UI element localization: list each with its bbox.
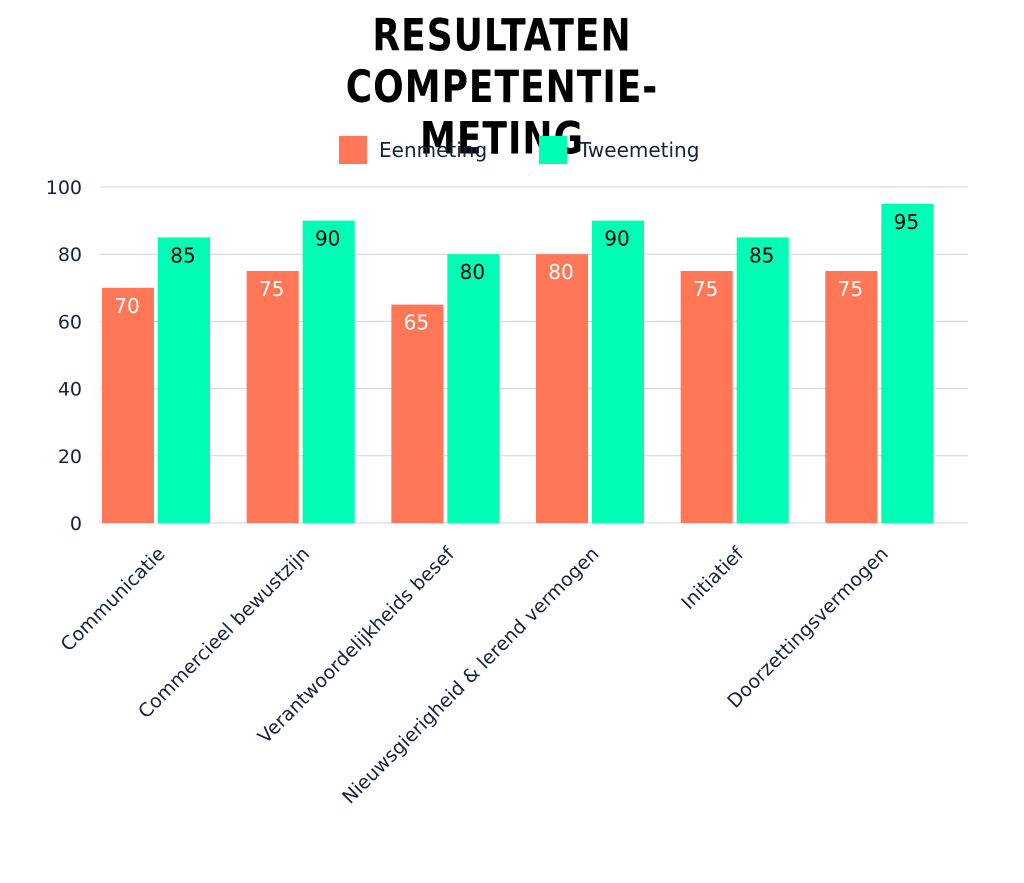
x-tick-label: Initiatief bbox=[677, 542, 749, 614]
y-tick-label: 0 bbox=[70, 513, 82, 535]
data-label-tweemeting: 90 bbox=[604, 227, 629, 251]
legend-swatch-tweemeting bbox=[539, 136, 567, 164]
data-label-tweemeting: 95 bbox=[894, 210, 919, 234]
data-label-tweemeting: 85 bbox=[170, 243, 195, 267]
data-labels: 70 85 75 90 65 80 80 90 75 85 75 95 bbox=[114, 210, 919, 335]
bar-tweemeting bbox=[302, 220, 355, 523]
bar-tweemeting bbox=[447, 254, 500, 523]
y-axis-ticks: 0 20 40 60 80 100 bbox=[46, 177, 82, 535]
bar-eenmeting bbox=[246, 271, 299, 523]
gridlines bbox=[100, 186, 968, 524]
bars bbox=[102, 203, 934, 524]
bar-tweemeting bbox=[881, 203, 934, 524]
data-label-tweemeting: 80 bbox=[460, 260, 485, 284]
bar-tweemeting bbox=[592, 220, 644, 523]
x-tick-label: Nieuwsgierigheid & lerend vermogen bbox=[338, 543, 603, 808]
bar-eenmeting bbox=[680, 271, 733, 523]
y-tick-label: 80 bbox=[58, 244, 82, 266]
y-tick-label: 60 bbox=[58, 311, 82, 333]
data-label-tweemeting: 90 bbox=[315, 227, 340, 251]
data-label-tweemeting: 85 bbox=[749, 243, 774, 267]
y-tick-label: 40 bbox=[58, 379, 82, 401]
data-label-eenmeting: 75 bbox=[693, 277, 718, 301]
legend-label-eenmeting: Eenmeting bbox=[379, 138, 487, 162]
bar-eenmeting bbox=[102, 287, 154, 523]
bar-eenmeting bbox=[391, 304, 444, 523]
bar-tweemeting bbox=[158, 237, 210, 523]
data-label-eenmeting: 65 bbox=[404, 311, 429, 335]
x-tick-label: Commercieel bewustzijn bbox=[134, 543, 314, 723]
x-tick-label: Communicatie bbox=[57, 543, 170, 656]
bar-eenmeting bbox=[825, 271, 878, 523]
data-label-eenmeting: 80 bbox=[548, 260, 573, 284]
x-tick-label: Doorzettingsvermogen bbox=[723, 543, 893, 713]
legend-swatch-eenmeting bbox=[339, 136, 367, 164]
data-label-eenmeting: 70 bbox=[114, 294, 139, 318]
legend: Eenmeting Tweemeting bbox=[339, 136, 699, 164]
bar-tweemeting bbox=[736, 237, 789, 523]
legend-label-tweemeting: Tweemeting bbox=[578, 138, 699, 162]
y-tick-label: 100 bbox=[46, 177, 82, 199]
y-tick-label: 20 bbox=[58, 446, 82, 468]
data-label-eenmeting: 75 bbox=[259, 277, 284, 301]
data-label-eenmeting: 75 bbox=[838, 277, 863, 301]
chart-title-line: RESULTATEN COMPETENTIE- bbox=[345, 10, 659, 114]
bar-eenmeting bbox=[536, 254, 588, 523]
